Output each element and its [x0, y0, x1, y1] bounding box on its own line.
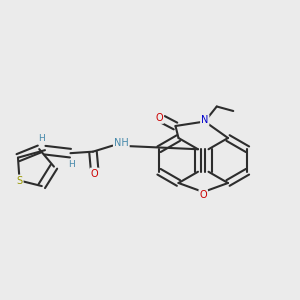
Text: O: O	[91, 169, 98, 178]
Text: N: N	[201, 115, 208, 125]
Text: NH: NH	[114, 138, 129, 148]
Text: O: O	[200, 190, 207, 200]
Text: S: S	[16, 176, 22, 185]
Text: H: H	[39, 134, 45, 143]
Text: H: H	[69, 160, 75, 169]
Text: O: O	[155, 113, 163, 123]
